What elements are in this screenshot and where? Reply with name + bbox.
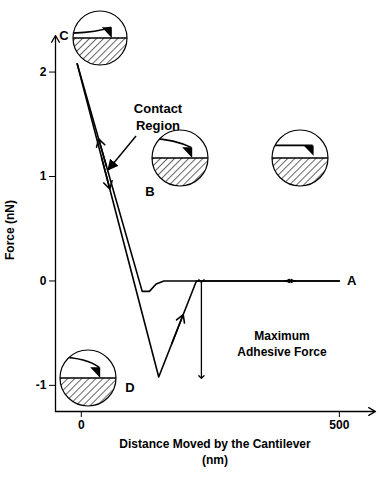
svg-text:Force (nN): Force (nN)	[3, 200, 17, 260]
svg-text:2: 2	[40, 65, 47, 79]
svg-text:-1: -1	[36, 378, 47, 392]
svg-text:C: C	[59, 28, 69, 43]
svg-text:A: A	[347, 273, 357, 288]
svg-text:D: D	[125, 380, 134, 395]
svg-text:Distance Moved by the Cantilev: Distance Moved by the Cantilever(nm)	[119, 437, 311, 467]
svg-text:MaximumAdhesive Force: MaximumAdhesive Force	[237, 329, 327, 359]
svg-text:B: B	[145, 184, 154, 199]
svg-text:0: 0	[78, 418, 85, 432]
svg-text:ContactRegion: ContactRegion	[134, 101, 183, 133]
svg-text:1: 1	[40, 169, 47, 183]
svg-text:500: 500	[329, 418, 349, 432]
svg-text:0: 0	[40, 274, 47, 288]
